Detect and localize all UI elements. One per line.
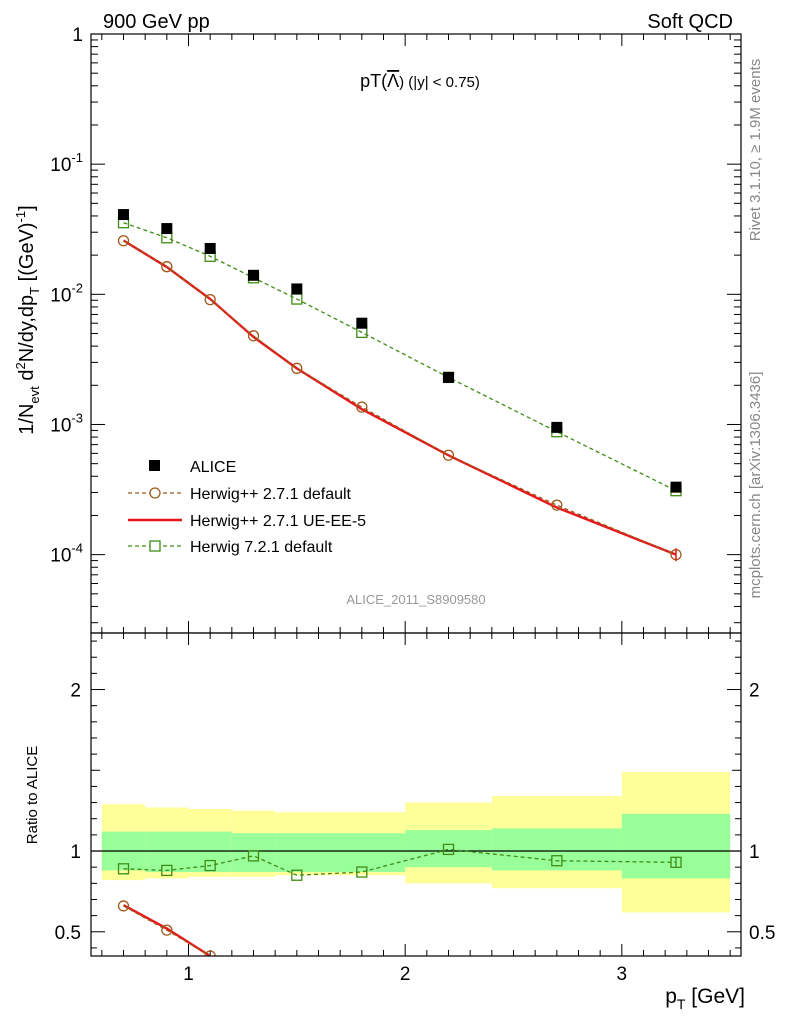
x-tick-label: 2 <box>400 964 411 985</box>
ratio-y-axis-label: Ratio to ALICE <box>24 746 41 844</box>
ratio-y-tick-label: 1 <box>70 842 81 863</box>
main-panel: 1 10-1 10-2 10-3 10-4 <box>50 25 742 956</box>
ratio-line-2 <box>123 848 677 876</box>
series-marker-herwigpp-default <box>161 261 173 273</box>
ratio-series-group <box>117 843 682 956</box>
ratio-marker-herwigpp-default <box>161 924 173 936</box>
rivet-label: Rivet 3.1.10, ≥ 1.9M events <box>747 59 764 242</box>
legend-marker-herwigpp-default <box>149 487 161 499</box>
legend-label: Herwig++ 2.7.1 default <box>190 486 352 503</box>
y-tick-label: 10-2 <box>50 280 83 306</box>
legend-marker-herwig7 <box>149 540 161 552</box>
main-frame <box>90 33 742 634</box>
ratio-marker-herwig7 <box>291 869 303 881</box>
ratio-marker-herwigpp-default <box>204 950 216 956</box>
plot-title: pT(Λ) (|y| < 0.75) <box>360 71 480 91</box>
series-line-0 <box>123 240 677 556</box>
series-marker-herwigpp-default <box>247 330 260 342</box>
ratio-y-tick-label-right: 1 <box>749 842 760 863</box>
legend-label: ALICE <box>190 459 236 476</box>
ratio-marker-herwig7 <box>204 859 216 872</box>
data-point-alice <box>161 223 173 235</box>
legend-marker-alice <box>149 460 160 471</box>
series-marker-herwigpp-default <box>117 235 130 247</box>
ratio-marker-herwig7 <box>442 843 455 856</box>
series-line-1 <box>122 239 677 556</box>
legend-label: Herwig++ 2.7.1 UE-EE-5 <box>190 513 366 530</box>
ratio-band-stat <box>231 833 276 873</box>
mcplots-label: mcplots.cern.ch [arXiv:1306.3436] <box>747 372 764 599</box>
ratio-band-stat <box>405 830 492 868</box>
x-axis-label: pT [GeV] <box>665 985 745 1012</box>
ratio-line-1 <box>122 904 211 956</box>
data-point-alice <box>248 269 259 281</box>
data-point-alice <box>551 421 563 433</box>
ratio-line-0 <box>123 905 211 956</box>
series-marker-herwigpp-default <box>291 362 303 374</box>
ratio-marker-herwig7 <box>670 856 682 868</box>
x-tick-label: 1 <box>183 964 194 985</box>
series-marker-herwigpp-default <box>442 449 455 461</box>
y-tick-label: 1 <box>72 25 83 46</box>
ratio-y-tick-label-right: 0.5 <box>749 923 775 944</box>
series-marker-herwigpp-default <box>356 401 368 413</box>
legend: ALICE Herwig++ 2.7.1 default Herwig++ 2.7.… <box>128 459 366 556</box>
x-tick-label: 3 <box>617 964 628 985</box>
ratio-marker-herwig7 <box>161 864 173 877</box>
ratio-marker-herwig7 <box>551 855 563 867</box>
ratio-marker-herwigpp-default <box>117 900 130 912</box>
legend-label: Herwig 7.2.1 default <box>190 539 333 556</box>
ratio-frame <box>90 632 742 957</box>
series-line-2 <box>123 222 677 492</box>
data-point-alice <box>204 242 216 254</box>
data-point-alice <box>670 481 682 493</box>
data-point-alice <box>291 283 303 295</box>
ratio-marker-herwig7 <box>117 863 130 875</box>
data-point-alice <box>443 371 454 383</box>
data-point-alice <box>118 209 129 221</box>
y-tick-label: 10-3 <box>50 410 83 436</box>
analysis-id: ALICE_2011_S8909580 <box>346 592 485 607</box>
series-marker-herwigpp-default <box>204 293 216 306</box>
ratio-band-stat <box>275 833 319 873</box>
header-right: Soft QCD <box>647 11 733 33</box>
header-left: 900 GeV pp <box>103 11 210 33</box>
ratio-y-tick-label: 0.5 <box>55 923 81 944</box>
ratio-panel: 1 2 3 0.5 0.5 1 1 2 2 <box>55 632 775 985</box>
y-axis-label: 1/Nevt d2N/dy,dpT [(GeV)-1] <box>13 205 42 434</box>
ratio-band-stat <box>491 828 622 871</box>
ratio-y-tick-label: 2 <box>70 681 81 702</box>
ratio-marker-herwig7 <box>247 850 260 862</box>
ratio-band-stat <box>318 833 406 873</box>
ratio-y-tick-label-right: 2 <box>749 681 760 702</box>
ratio-marker-herwig7 <box>356 866 368 878</box>
series-marker-herwigpp-default <box>551 499 563 511</box>
y-tick-label: 10-4 <box>50 541 83 567</box>
ratio-band-stat <box>621 813 731 879</box>
data-point-alice <box>356 317 368 329</box>
y-tick-label: 10-1 <box>50 150 83 176</box>
